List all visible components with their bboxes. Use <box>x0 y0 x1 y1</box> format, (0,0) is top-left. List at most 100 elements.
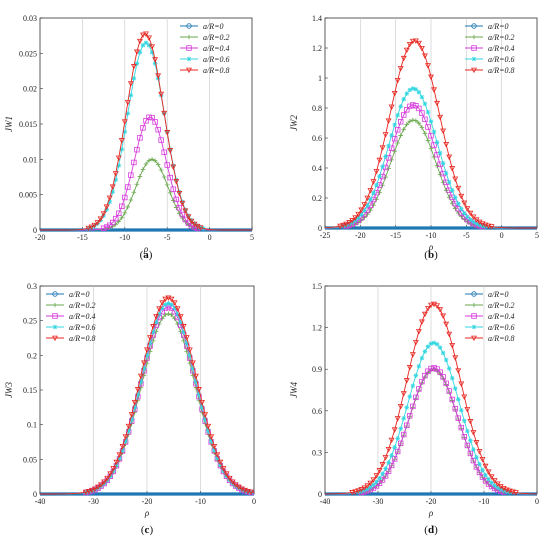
panel-caption: (c) <box>141 524 154 536</box>
y-tick-label: 0.025 <box>19 49 37 58</box>
series-a-R-0-8 <box>40 31 252 232</box>
y-tick-label: 0.15 <box>23 386 37 395</box>
legend-entry: a/R=0.8 <box>488 66 515 75</box>
legend-entry: a/R=0.4 <box>488 312 515 321</box>
y-tick-label: 0.6 <box>312 407 322 416</box>
legend-entry: a/R=0.8 <box>488 334 515 343</box>
y-tick-label: 0.05 <box>23 455 37 464</box>
y-tick-label: 0.2 <box>27 351 37 360</box>
y-tick-label: 0.25 <box>23 317 37 326</box>
series-line <box>40 33 252 231</box>
y-axis-label: JW1 <box>4 116 14 132</box>
x-tick-label: -20 <box>426 497 437 506</box>
legend: a/R=0 a/R=0.2 a/R=0.4 a/R=0.6 a/R=0.8 <box>465 290 515 343</box>
y-tick-label: 0.6 <box>312 134 322 143</box>
legend-entry: a/R=0.4 <box>488 44 515 53</box>
y-tick-label: 0.9 <box>312 365 322 374</box>
legend-entry: a/R=0.6 <box>488 323 515 332</box>
legend: a/R=0 a/R=0.2 a/R=0.4 a/R=0.6 a/R=0.8 <box>180 22 230 75</box>
legend-entry: a/R=0.6 <box>203 55 230 64</box>
y-tick-label: 1.5 <box>312 282 322 291</box>
y-tick-label: 0.02 <box>23 85 37 94</box>
chart-panel-c: -40 -30 -20 -10 0 0 0.05 0.1 0.15 0.2 0.25 0.3 ρ JW3 a… <box>4 282 256 536</box>
x-tick-label: -15 <box>77 233 88 242</box>
plot-frame <box>39 17 253 231</box>
series-line <box>40 297 255 495</box>
y-axis-label: JW2 <box>289 115 299 131</box>
x-tick-label: -10 <box>479 497 490 506</box>
x-axis-label: ρ <box>144 508 150 518</box>
x-tick-label: -40 <box>320 497 331 506</box>
x-tick-label: -25 <box>320 231 331 240</box>
legend-entry: a/R=0.6 <box>488 55 515 64</box>
series-a-R-0-4 <box>325 365 537 496</box>
legend-entry: a/R=0 <box>488 22 509 31</box>
x-tick-label: 5 <box>535 231 539 240</box>
legend-entry: a/R=0 <box>69 290 90 299</box>
y-tick-label: 1.2 <box>312 324 322 333</box>
x-tick-label: -15 <box>390 231 401 240</box>
x-tick-label: -10 <box>119 233 130 242</box>
y-tick-label: 0 <box>33 490 37 499</box>
y-tick-label: 0.015 <box>19 120 37 129</box>
series-line <box>324 40 537 229</box>
legend-entry: a/R=0.4 <box>69 312 96 321</box>
legend-entry: a/R=0.8 <box>203 66 230 75</box>
x-tick-label: 0 <box>208 233 212 242</box>
x-tick-label: -40 <box>35 497 46 506</box>
legend-entry: a/R=0.4 <box>203 44 230 53</box>
x-axis-label: ρ <box>143 244 149 254</box>
series-a-R-0-6 <box>325 340 538 495</box>
x-tick-label: 0 <box>535 497 539 506</box>
y-tick-label: 0 <box>318 224 322 233</box>
legend-entry: a/R=0.2 <box>488 301 515 310</box>
legend: a/R=0 a/R=0.2 a/R=0.4 a/R=0.6 a/R=0.8 <box>465 22 515 75</box>
legend-entry: a/R=0.2 <box>203 33 230 42</box>
legend-entry: a/R=0.6 <box>69 323 96 332</box>
x-tick-label: -20 <box>355 231 366 240</box>
x-tick-label: -30 <box>88 497 99 506</box>
y-tick-label: 0.005 <box>19 191 37 200</box>
y-tick-label: 0.03 <box>23 14 37 23</box>
legend: a/R=0 a/R=0.2 a/R=0.4 a/R=0.6 a/R=0.8 <box>46 290 96 343</box>
y-tick-label: 0.01 <box>23 155 37 164</box>
y-axis-label: JW4 <box>289 382 299 398</box>
y-tick-label: 0 <box>33 226 37 235</box>
panel-caption: (b) <box>424 249 438 261</box>
legend-entry: a/R=0.2 <box>69 301 96 310</box>
panel-caption: (d) <box>424 524 438 536</box>
x-tick-label: -30 <box>373 497 384 506</box>
y-tick-label: 0.2 <box>312 194 322 203</box>
x-tick-label: -10 <box>195 497 206 506</box>
y-tick-label: 0.3 <box>312 448 322 457</box>
series-a-R-0-8 <box>324 38 537 230</box>
legend-entry: a/R=0 <box>488 290 509 299</box>
x-tick-label: 0 <box>252 497 256 506</box>
series-a-R-0-8 <box>324 301 537 496</box>
y-tick-label: 1 <box>318 74 322 83</box>
x-tick-label: 5 <box>250 233 254 242</box>
y-tick-label: 0.1 <box>27 421 37 430</box>
y-tick-label: 0.8 <box>312 104 322 113</box>
chart-panel-b: -25 -20 -15 -10 -5 0 5 0 0.2 0.4 0.6 0.8 1 1.2 1.4 ρ JW2… <box>289 14 539 261</box>
chart-panel-a: -20 -15 -10 -5 0 5 0 0.005 0.01 0.015 0.02 0.025 0.0… <box>4 14 254 261</box>
x-tick-label: -20 <box>142 497 153 506</box>
x-tick-label: -5 <box>463 231 470 240</box>
x-axis-label: ρ <box>428 508 434 518</box>
chart-panel-d: -40 -30 -20 -10 000.30.60.91.21.5ρJW4a/R=0a/… <box>289 282 539 536</box>
legend-entry: a/R=0.2 <box>488 33 515 42</box>
y-tick-label: 0.3 <box>27 282 37 291</box>
y-tick-label: 0 <box>318 490 322 499</box>
legend-entry: a/R=0.8 <box>69 334 96 343</box>
x-tick-label: 0 <box>500 231 504 240</box>
legend-entry: a/R=0 <box>203 22 224 31</box>
x-tick-label: -10 <box>426 231 437 240</box>
y-tick-label: 1.2 <box>312 44 322 53</box>
panel-caption: (a) <box>140 249 153 261</box>
y-axis-label: JW3 <box>4 382 14 398</box>
y-tick-label: 1.4 <box>312 14 322 23</box>
x-tick-label: -5 <box>164 233 171 242</box>
y-tick-label: 0.4 <box>312 164 322 173</box>
series-a-R-0-8 <box>40 295 255 496</box>
